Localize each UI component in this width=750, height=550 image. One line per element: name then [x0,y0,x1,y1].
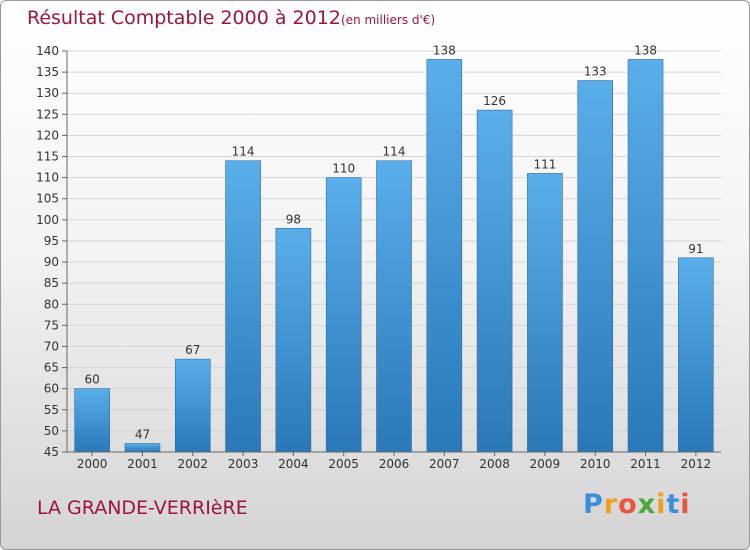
data-label-2012: 91 [688,242,703,256]
x-tick-label-2000: 2000 [77,457,108,471]
y-tick-label-105: 105 [36,192,59,206]
y-tick-label-95: 95 [44,234,59,248]
x-tick-label-2008: 2008 [479,457,510,471]
x-tick-label-2012: 2012 [681,457,712,471]
y-tick-label-135: 135 [36,65,59,79]
y-tick-label-130: 130 [36,86,59,100]
bar-2001 [124,443,161,453]
proxiti-logo[interactable]: Proxiti [583,489,691,520]
axes: 45 50 55 60 65 70 75 80 85 90 95 100 105 110 115 120 125… [36,44,721,471]
bar-2005 [325,177,362,453]
commune-name: LA GRANDE-VERRIèRE [37,497,248,519]
y-tick-label-70: 70 [44,339,59,353]
data-label-2010: 133 [584,65,607,79]
data-label-2007: 138 [433,43,456,57]
data-label-2011: 138 [634,43,657,57]
x-tick-label-2011: 2011 [630,457,661,471]
y-tick-label-140: 140 [36,44,59,58]
logo-letter-3: x [637,489,657,520]
bar-2006 [376,160,412,453]
y-tick-label-80: 80 [44,297,59,311]
bar-2011 [627,59,664,453]
data-label-2004: 98 [286,212,301,226]
y-tick-label-110: 110 [36,171,59,185]
y-tick-label-125: 125 [36,107,59,121]
logo-letter-5: t [666,489,681,520]
y-tick-label-50: 50 [44,424,59,438]
y-tick-label-75: 75 [44,318,59,332]
bars: 60 47 67 114 98 110 114 138 126 111 133 138 91 [74,43,714,453]
x-tick-label-2005: 2005 [328,457,359,471]
x-tick-label-2004: 2004 [278,457,309,471]
bar-2010 [577,80,614,453]
x-tick-label-2002: 2002 [177,457,208,471]
data-label-2009: 111 [533,157,556,171]
x-tick-label-2010: 2010 [580,457,611,471]
logo-letter-6: i [680,489,691,520]
y-tick-label-120: 120 [36,128,59,142]
bar-2008 [476,109,513,453]
data-label-2000: 60 [85,373,100,387]
y-tick-label-90: 90 [44,255,59,269]
logo-letter-4: i [656,489,667,520]
bar-2004 [275,227,312,453]
data-label-2002: 67 [185,343,200,357]
bar-2009 [527,173,563,453]
x-tick-label-2001: 2001 [127,457,158,471]
y-tick-label-100: 100 [36,213,59,227]
bar-2003 [225,160,261,453]
chart-subtitle: (en milliers d'€) [341,13,436,27]
y-tick-label-65: 65 [44,361,59,375]
x-tick-label-2006: 2006 [379,457,410,471]
logo-letter-0: P [583,489,604,520]
data-label-2001: 47 [135,428,150,442]
logo-letter-2: o [618,489,638,520]
y-tick-label-45: 45 [44,445,59,459]
x-tick-label-2007: 2007 [429,457,460,471]
bar-2012 [678,257,714,453]
data-label-2003: 114 [232,145,255,159]
data-label-2006: 114 [383,145,406,159]
x-tick-label-2003: 2003 [228,457,259,471]
bar-2000 [74,388,110,453]
y-tick-label-55: 55 [44,403,59,417]
bar-2002 [174,358,211,453]
y-tick-label-85: 85 [44,276,59,290]
chart-title: Résultat Comptable 2000 à 2012 [27,7,341,29]
data-label-2005: 110 [332,162,355,176]
data-label-2008: 126 [483,94,506,108]
x-tick-label-2009: 2009 [530,457,561,471]
bar-2007 [426,59,463,453]
logo-letter-1: r [603,489,619,520]
y-tick-label-60: 60 [44,382,59,396]
y-tick-label-115: 115 [36,150,59,164]
